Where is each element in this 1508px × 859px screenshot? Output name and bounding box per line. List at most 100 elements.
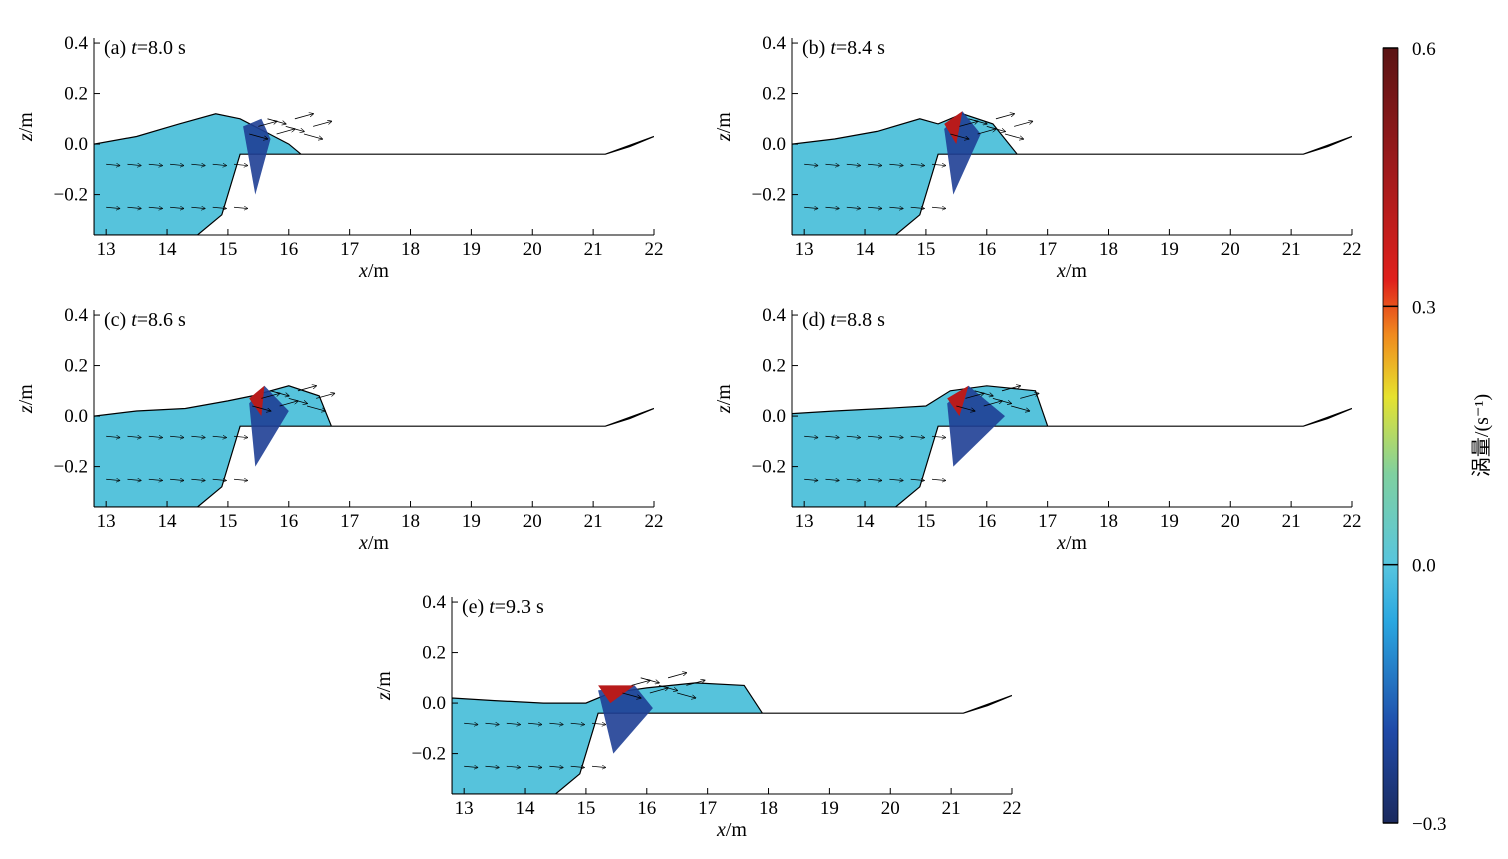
velocity-arrow [1004, 133, 1023, 139]
velocity-arrow [191, 207, 204, 208]
velocity-arrow [485, 766, 498, 767]
x-tick-label: 20 [1221, 511, 1240, 532]
x-tick-label: 21 [584, 511, 603, 532]
velocity-arrow [974, 390, 993, 396]
x-tick-label: 20 [881, 798, 900, 819]
velocity-arrow [1014, 121, 1032, 127]
velocity-arrow [889, 436, 902, 437]
x-tick-label: 13 [455, 798, 474, 819]
velocity-arrow [846, 436, 860, 437]
velocity-arrow [316, 393, 334, 399]
negative-vorticity-region [243, 118, 271, 195]
velocity-arrow [889, 479, 902, 480]
colorbar-tick-label: 0.0 [1412, 556, 1436, 577]
velocity-vectors [106, 114, 331, 209]
velocity-arrow [249, 133, 267, 139]
negative-vorticity-region [598, 685, 653, 754]
velocity-arrow [910, 207, 924, 208]
x-tick-label: 22 [1343, 239, 1362, 260]
velocity-arrow [910, 436, 924, 437]
x-tick-label: 21 [1282, 239, 1301, 260]
x-tick-label: 17 [1038, 511, 1057, 532]
velocity-arrow [983, 401, 1002, 407]
velocity-arrow [170, 479, 183, 480]
velocity-arrow [279, 401, 298, 407]
colorbar-tick-label: 0.3 [1412, 297, 1436, 318]
velocity-arrow [285, 126, 304, 131]
velocity-arrow [212, 479, 226, 480]
velocity-arrow [825, 436, 838, 437]
velocity-arrow [959, 121, 977, 127]
x-tick-label: 21 [1282, 511, 1301, 532]
velocity-arrow [956, 405, 974, 411]
x-tick-label: 16 [977, 511, 996, 532]
x-tick-label: 22 [1343, 511, 1362, 532]
y-tick-label: 0.4 [762, 305, 786, 326]
velocity-arrow [804, 436, 817, 437]
x-tick-label: 18 [1099, 511, 1118, 532]
velocity-arrow [570, 723, 584, 724]
velocity-arrow [464, 766, 477, 767]
velocity-arrow [127, 436, 140, 437]
velocity-arrow [127, 207, 140, 208]
velocity-arrow [170, 436, 183, 437]
velocity-arrow [212, 207, 226, 208]
colorbar-tick-label: 0.6 [1412, 39, 1436, 60]
x-tick-label: 21 [942, 798, 961, 819]
x-tick-label: 22 [645, 511, 664, 532]
velocity-arrow [640, 677, 659, 683]
velocity-arrow [950, 133, 968, 139]
colorbar: 0.6 0.3 0.0 −0.3 涡量/(s⁻¹) [1382, 39, 1493, 835]
velocity-arrow [288, 398, 307, 403]
y-tick-label: −0.2 [412, 744, 446, 765]
x-tick-label: 15 [218, 239, 237, 260]
velocity-arrow [910, 479, 924, 480]
velocity-arrow [212, 164, 226, 165]
velocity-arrow [825, 164, 838, 165]
velocity-arrow [261, 393, 279, 399]
velocity-arrow [212, 436, 226, 437]
colorbar-tick-label: −0.3 [1412, 814, 1446, 835]
y-tick-label: 0.4 [64, 33, 88, 54]
x-tick-label: 17 [340, 511, 359, 532]
velocity-arrow [889, 164, 902, 165]
x-axis-label: x/m [358, 532, 389, 554]
velocity-arrow [506, 723, 520, 724]
y-tick-label: −0.2 [54, 185, 88, 206]
velocity-arrow [148, 164, 162, 165]
velocity-vectors [804, 386, 1038, 481]
y-tick-label: 0.2 [762, 84, 786, 105]
velocity-arrow [485, 723, 498, 724]
x-tick-label: 19 [1160, 239, 1179, 260]
y-tick-label: −0.2 [752, 185, 786, 206]
velocity-arrow [127, 479, 140, 480]
velocity-arrow [148, 479, 162, 480]
y-tick-label: 0.4 [64, 305, 88, 326]
velocity-arrow [1001, 386, 1020, 392]
x-tick-label: 18 [401, 511, 420, 532]
velocity-arrow [170, 207, 183, 208]
velocity-arrow [889, 207, 902, 208]
y-axis-label: z/m [373, 671, 395, 701]
velocity-arrow [313, 121, 331, 127]
velocity-arrow [549, 766, 562, 767]
y-axis-label: z/m [15, 112, 37, 142]
velocity-arrow [804, 207, 817, 208]
water-body [94, 113, 654, 235]
panel-c: 13 14 15 16 17 18 19 20 21 22 0.4 0.2 0.0 −0.2 x/m z/m (… [15, 305, 664, 554]
velocity-arrow [591, 766, 605, 767]
velocity-arrow [1011, 405, 1029, 411]
velocity-arrow [825, 207, 838, 208]
velocity-arrow [910, 164, 924, 165]
x-tick-label: 19 [462, 511, 481, 532]
panel-d: 13 14 15 16 17 18 19 20 21 22 0.4 0.2 0.0 −0.2 x/m z/m (… [713, 305, 1362, 554]
water-body [792, 113, 1352, 235]
y-axis-label: z/m [15, 384, 37, 414]
velocity-arrow [631, 680, 650, 686]
y-tick-label: 0.2 [422, 643, 446, 664]
velocity-arrow [868, 207, 881, 208]
velocity-arrow [686, 680, 704, 686]
y-tick-label: 0.0 [422, 693, 446, 714]
velocity-arrow [106, 436, 119, 437]
y-axis-label: z/m [713, 112, 735, 142]
